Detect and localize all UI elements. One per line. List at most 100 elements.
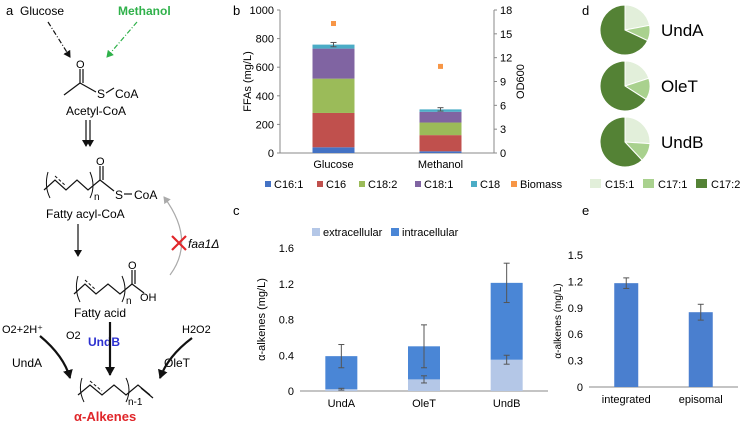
y-tick-label: 0 — [288, 386, 294, 398]
undB-enzyme-label: UndB — [88, 335, 120, 349]
oleT-arrow — [158, 337, 193, 379]
y-tick-label: 1000 — [250, 5, 274, 17]
panel-label-e: e — [582, 203, 589, 218]
y-tick-label: 0 — [268, 148, 274, 160]
panel-label-c: c — [233, 203, 240, 218]
pie-slice-olet-c17-2 — [599, 60, 647, 112]
legend-swatch — [359, 181, 365, 187]
methanol-label: Methanol — [118, 4, 171, 18]
legend-label: intracellular — [402, 227, 459, 239]
bar-episomal — [688, 312, 713, 387]
fatty-acyl-coa-name: Fatty acyl-CoA — [46, 207, 125, 221]
y-axis-title: α-alkenes (mg/L) — [256, 278, 268, 361]
panel-label-b: b — [233, 3, 240, 18]
methanol-arrow — [106, 21, 138, 58]
legend-swatch — [471, 181, 477, 187]
bar-segment-c16-1 — [419, 151, 462, 153]
legend-label: C17:2 — [711, 179, 740, 191]
faa1-deletion-label: faa1Δ — [188, 237, 219, 251]
x-tick-label: Methanol — [418, 159, 463, 171]
oleT-cofactor-label: H2O2 — [182, 324, 211, 336]
y-tick-label: 1.5 — [568, 250, 583, 262]
x-tick-label: episomal — [679, 394, 723, 406]
legend-label: C16 — [326, 179, 346, 191]
pie-label: UndB — [661, 133, 704, 152]
y-tick-label: 400 — [256, 91, 274, 103]
panel-label-a: a — [6, 3, 14, 18]
acetyl-coa-structure: O S CoA — [63, 59, 138, 101]
undA-enzyme-label: UndA — [12, 356, 42, 370]
bar-segment-extracellular — [490, 359, 523, 391]
pathway-diagram: Glucose Methanol O S CoA Acetyl-CoA n — [2, 4, 219, 424]
y-tick-label: 1.6 — [279, 243, 294, 255]
y2-axis-title: OD600 — [515, 64, 527, 99]
legend-label: C18:2 — [368, 179, 397, 191]
fatty-acyl-oxygen: O — [96, 156, 105, 168]
pie-slice-undb-c17-2 — [599, 116, 643, 168]
y2-tick-label: 15 — [500, 29, 512, 41]
panel-label-d: d — [582, 3, 589, 18]
faa1-reactivation-arrow — [163, 196, 183, 276]
x-tick-label: integrated — [602, 394, 651, 406]
alkene-localization-bar-chart: 0 0.4 0.8 1.2 1.6 α-alkenes (mg/L) UndA OleT Und… — [256, 227, 548, 410]
x-tick-label: OleT — [412, 398, 436, 410]
fatty-acyl-coa-structure: n O S CoA — [43, 156, 157, 203]
glucose-arrow — [47, 21, 71, 58]
knockout-cross-icon — [171, 235, 187, 251]
undA-cofactor-label: O2+2H⁺ — [2, 324, 43, 336]
bar-segment-c18-2 — [419, 122, 462, 136]
y-tick-label: 1.2 — [279, 279, 294, 291]
pie-slice-undb-c15-1 — [624, 116, 651, 145]
legend-swatch — [317, 181, 323, 187]
legend-label: C18 — [480, 179, 500, 191]
bar-segment-c16 — [312, 112, 355, 148]
legend-swatch — [312, 228, 320, 236]
pie-slice-unda-c15-1 — [624, 4, 651, 31]
y-tick-label: 0.8 — [279, 315, 294, 327]
y2-tick-label: 3 — [500, 124, 506, 136]
legend-swatch — [643, 179, 654, 188]
x-tick-label: UndB — [493, 398, 521, 410]
fatty-acid-name: Fatty acid — [74, 306, 126, 320]
ffa-stacked-bar-chart: 0 200 400 600 800 1000 0 3 6 9 12 15 18 FFAs (mg/L) OD… — [242, 5, 563, 191]
y-axis-title: α-alkenes (mg/L) — [553, 283, 564, 358]
y-tick-label: 0 — [577, 382, 583, 394]
fatty-acid-oxygen: O — [128, 260, 137, 272]
bar-segment-c16 — [419, 135, 462, 152]
y-tick-label: 0.4 — [279, 350, 294, 362]
alkene-structure: n-1 — [77, 377, 154, 408]
bar-segment-c18-2 — [312, 78, 355, 113]
bar-segment-extracellular — [408, 379, 440, 391]
legend-label: C15:1 — [605, 179, 634, 191]
y2-tick-label: 18 — [500, 5, 512, 17]
legend-label: C16:1 — [274, 179, 303, 191]
legend-label: Biomass — [520, 179, 563, 191]
bar-segment-c18-1 — [312, 48, 355, 79]
legend-label: C17:1 — [658, 179, 687, 191]
x-tick-label: UndA — [328, 398, 356, 410]
undA-arrow — [39, 335, 73, 379]
y-tick-label: 0.6 — [568, 329, 583, 341]
x-tick-label: Glucose — [313, 159, 353, 171]
acetyl-sulfur: S — [97, 87, 105, 101]
y-tick-label: 200 — [256, 119, 274, 131]
fatty-acid-hydroxyl: OH — [140, 292, 157, 304]
pie-label: UndA — [661, 21, 704, 40]
legend-swatch — [265, 181, 271, 187]
pie-slice-unda-c17-2 — [599, 4, 649, 56]
legend-label: extracellular — [323, 227, 383, 239]
integration-bar-chart: 0 0.3 0.6 0.9 1.2 1.5 α-alkenes (mg/L) integrat… — [553, 250, 738, 406]
bar-integrated — [614, 283, 639, 387]
alkene-subscript: n-1 — [128, 397, 143, 408]
legend-swatch — [415, 181, 421, 187]
legend-swatch — [696, 179, 707, 188]
legend-swatch — [391, 228, 399, 236]
undB-cofactor-label: O2 — [66, 330, 81, 342]
y-tick-label: 600 — [256, 62, 274, 74]
alkene-composition-pie-charts: UndA OleT UndB C15:1 C17:1 C17:2 — [590, 4, 740, 191]
y2-tick-label: 0 — [500, 148, 506, 160]
fatty-acyl-subscript-n: n — [94, 192, 100, 203]
y2-tick-label: 6 — [500, 100, 506, 112]
